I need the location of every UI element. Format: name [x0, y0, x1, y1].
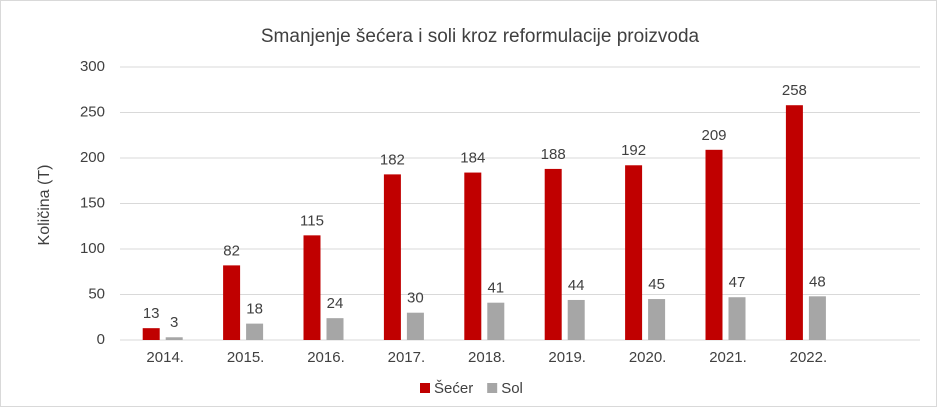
y-tick-label: 0 [97, 331, 105, 348]
data-label: 24 [327, 295, 344, 312]
data-label: 13 [143, 305, 160, 322]
data-label: 47 [729, 274, 746, 291]
data-label: 18 [246, 301, 263, 318]
data-label: 82 [223, 242, 240, 259]
legend-label: Šećer [434, 380, 473, 397]
data-label: 115 [300, 212, 324, 229]
x-tick-label: 2018. [468, 349, 506, 366]
data-label: 192 [621, 142, 646, 159]
bar [785, 105, 803, 340]
bar [246, 323, 264, 340]
bar [142, 328, 160, 340]
bar [544, 168, 562, 340]
y-axis-label: Količina (T) [36, 165, 53, 246]
y-tick-label: 300 [80, 58, 105, 75]
data-label: 3 [170, 314, 178, 331]
legend-swatch [487, 383, 498, 393]
bar [705, 149, 723, 340]
legend-label: Sol [501, 380, 523, 397]
data-label: 182 [380, 151, 405, 168]
bar [406, 312, 424, 340]
y-tick-label: 150 [80, 194, 105, 211]
y-tick-label: 200 [80, 149, 105, 166]
bar [625, 165, 643, 340]
x-tick-label: 2021. [709, 349, 747, 366]
y-tick-label: 100 [80, 240, 105, 257]
data-label: 209 [701, 127, 726, 144]
x-tick-label: 2022. [790, 349, 828, 366]
bar [808, 296, 826, 340]
x-tick-label: 2015. [227, 349, 265, 366]
bar [728, 297, 746, 340]
x-tick-label: 2017. [388, 349, 426, 366]
y-tick-label: 250 [80, 103, 105, 120]
data-label: 188 [541, 146, 566, 163]
data-label: 48 [809, 273, 826, 290]
bar [165, 337, 183, 340]
chart-title: Smanjenje šećera i soli kroz reformulaci… [261, 26, 700, 47]
x-tick-label: 2019. [548, 349, 586, 366]
bar [567, 299, 585, 340]
bar [223, 265, 241, 340]
bar [648, 299, 666, 340]
x-tick-label: 2016. [307, 349, 345, 366]
data-label: 258 [782, 82, 807, 99]
bar [326, 318, 344, 340]
bar [464, 172, 482, 340]
legend-swatch [420, 383, 430, 393]
x-tick-label: 2020. [629, 349, 667, 366]
data-label: 184 [460, 150, 485, 167]
y-tick-label: 50 [88, 285, 105, 302]
data-label: 30 [407, 290, 424, 307]
bar [487, 302, 505, 340]
data-label: 41 [487, 280, 504, 297]
x-tick-label: 2014. [146, 349, 184, 366]
data-label: 44 [568, 277, 585, 294]
bar [383, 174, 401, 340]
data-label: 45 [648, 276, 665, 293]
bar [303, 235, 321, 340]
